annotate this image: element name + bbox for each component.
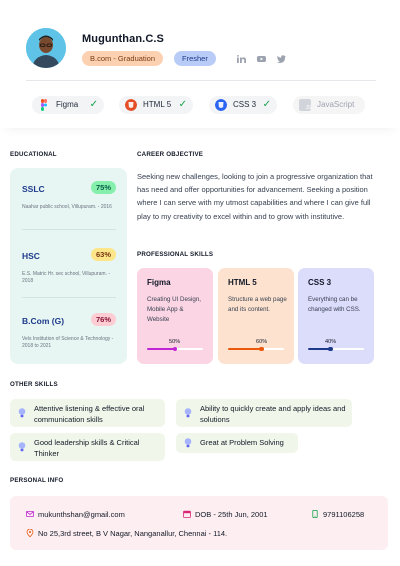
personal-info-panel: mukunthshan@gmail.com DOB - 25th Jun, 20… [10, 496, 388, 550]
skill-progress-fill [228, 348, 262, 350]
skill-title: Figma [147, 278, 171, 287]
youtube-icon[interactable] [257, 55, 266, 63]
tool-label: CSS 3 [233, 100, 257, 109]
location-pin-icon [26, 529, 34, 537]
education-divider [22, 229, 116, 230]
mail-icon [26, 510, 34, 517]
other-skill-text: Good leadership skills & Critical Thinke… [34, 438, 140, 458]
address-text: No 25,3rd street, B V Nagar, Nanganallur… [38, 529, 228, 538]
twitter-icon[interactable] [277, 55, 286, 63]
linkedin-icon[interactable] [237, 55, 246, 63]
skill-percent: 40% [325, 339, 337, 345]
skill-progress-fill [308, 348, 331, 350]
dob-text: DOB - 25th Jun, 2001 [195, 510, 268, 519]
education-divider [22, 297, 116, 298]
tool-css3[interactable]: CSS 3 ✓ [209, 96, 277, 114]
tool-label: HTML 5 [143, 100, 172, 109]
skill-card-html5: HTML 5 Structure a web page and its cont… [218, 268, 294, 364]
percent-badge: 75% [90, 181, 116, 194]
check-icon: ✓ [178, 99, 187, 110]
education-item: B.Com (G) 76% Vels Institution of Scienc… [22, 313, 116, 350]
skill-progress-track [147, 346, 203, 351]
phone-icon [312, 510, 318, 518]
skill-title: HTML 5 [228, 278, 257, 287]
phone-text: 9791106258 [323, 510, 365, 519]
html5-icon [125, 99, 137, 111]
education-school: Vels Institution of Science & Technology… [22, 336, 114, 349]
tool-label: JavaScript [317, 100, 355, 109]
percent-badge: 76% [90, 313, 116, 326]
skill-progress-track [308, 346, 364, 351]
section-educational: EDUCATIONAL [10, 151, 57, 158]
tool-label: Figma [56, 100, 79, 109]
address-row: No 25,3rd street, B V Nagar, Nanganallur… [26, 529, 228, 538]
skill-description: Everything can be changed with CSS. [308, 296, 361, 313]
education-school: Naahar public school, Villupuram. - 2016 [22, 204, 112, 210]
tool-html5[interactable]: HTML 5 ✓ [119, 96, 193, 114]
other-skill-item: Good leadership skills & Critical Thinke… [10, 433, 165, 461]
other-skill-item: Great at Problem Solving [176, 433, 298, 453]
skill-card-figma: Figma Creating UI Design, Mobile App & W… [137, 268, 213, 364]
other-skill-text: Great at Problem Solving [200, 438, 284, 447]
section-personal-info: PERSONAL INFO [10, 477, 64, 484]
skill-description: Creating UI Design, Mobile App & Website [147, 296, 201, 323]
header-divider [26, 80, 376, 81]
phone-row[interactable]: 9791106258 [312, 510, 365, 519]
profile-header: Mugunthan.C.S B.com - Graduation Fresher… [0, 0, 400, 128]
other-skill-item: Ability to quickly create and apply idea… [176, 399, 352, 427]
other-skill-text: Ability to quickly create and apply idea… [200, 404, 346, 424]
calendar-icon [183, 510, 191, 518]
skill-percent: 60% [256, 339, 268, 345]
tool-figma[interactable]: Figma ✓ [32, 96, 104, 114]
css3-icon [215, 99, 227, 111]
email-row[interactable]: mukunthshan@gmail.com [26, 510, 125, 519]
skill-percent: 50% [169, 339, 181, 345]
skill-card-css3: CSS 3 Everything can be changed with CSS… [298, 268, 374, 364]
education-item: SSLC 75% Naahar public school, Villupura… [22, 181, 116, 211]
percent-badge: 63% [90, 248, 116, 261]
dob-row: DOB - 25th Jun, 2001 [183, 510, 268, 519]
profile-name: Mugunthan.C.S [82, 33, 164, 45]
check-icon: ✓ [262, 99, 271, 110]
skill-description: Structure a web page and its content. [228, 296, 287, 313]
lightbulb-icon [184, 438, 192, 448]
tag-fresher: Fresher [174, 51, 216, 66]
education-school: E.S. Matric Hr. sec school, Villupuram. … [22, 271, 110, 284]
section-career-objective: CAREER OBJECTIVE [137, 151, 204, 158]
email-text: mukunthshan@gmail.com [38, 510, 125, 519]
skill-progress-fill [147, 348, 175, 350]
check-icon: ✓ [89, 99, 98, 110]
javascript-icon: JS [299, 99, 311, 111]
avatar [26, 28, 66, 68]
skill-progress-track [228, 346, 284, 351]
figma-icon [41, 99, 47, 111]
other-skill-item: Attentive listening & effective oral com… [10, 399, 165, 427]
tag-graduation: B.com - Graduation [82, 51, 164, 66]
other-skill-text: Attentive listening & effective oral com… [34, 404, 145, 424]
skill-progress-handle [172, 346, 178, 351]
section-other-skills: OTHER SKILLS [10, 381, 58, 388]
tool-javascript[interactable]: JS JavaScript [293, 96, 365, 114]
education-item: HSC 63% E.S. Matric Hr. sec school, Vill… [22, 248, 116, 285]
education-panel: SSLC 75% Naahar public school, Villupura… [10, 168, 127, 364]
skill-progress-handle [328, 346, 333, 351]
section-professional-skills: PROFESSIONAL SKILLS [137, 251, 214, 258]
skill-progress-handle [259, 346, 264, 351]
lightbulb-icon [18, 408, 26, 418]
education-title: SSLC [22, 184, 45, 194]
career-objective-text: Seeking new challenges, looking to join … [137, 172, 373, 221]
svg-text:JS: JS [306, 105, 312, 111]
lightbulb-icon [184, 408, 192, 418]
lightbulb-icon [18, 442, 26, 452]
education-title: HSC [22, 251, 40, 261]
education-title: B.Com (G) [22, 316, 65, 326]
skill-title: CSS 3 [308, 278, 332, 287]
